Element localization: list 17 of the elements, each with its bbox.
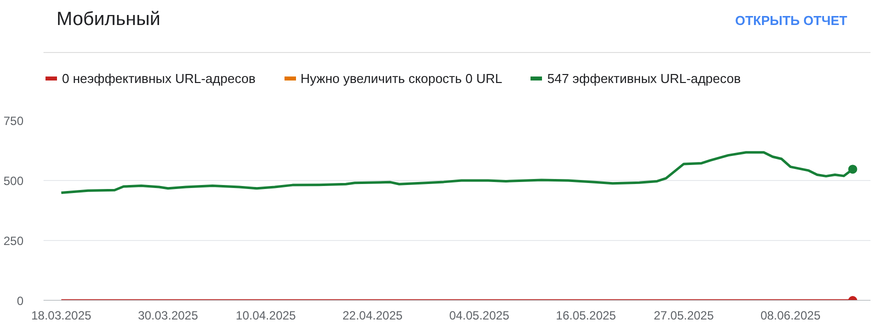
legend-label: 547 эффективных URL-адресов xyxy=(547,70,741,86)
x-tick-label: 08.06.2025 xyxy=(760,308,821,322)
text: ОТКРЫТЬ ОТЧЕТ xyxy=(735,13,848,28)
y-tick-label: 750 xyxy=(3,114,24,128)
x-tick-label: 16.05.2025 xyxy=(556,308,616,322)
legend-label: 0 неэффективных URL-адресов xyxy=(62,70,256,86)
y-tick-label: 0 xyxy=(16,294,24,308)
x-tick-label: 18.03.2025 xyxy=(31,308,92,322)
x-tick-label: 10.04.2025 xyxy=(236,308,296,322)
x-tick-label: 27.05.2025 xyxy=(654,308,714,322)
y-tick-label: 500 xyxy=(3,174,24,188)
x-tick-label: 04.05.2025 xyxy=(449,308,510,322)
chart-title: Мобильный xyxy=(56,9,160,30)
y-tick-label: 250 xyxy=(3,234,24,248)
legend-label: Нужно увеличить скорость 0 URL xyxy=(300,70,502,86)
x-tick-label: 22.04.2025 xyxy=(342,308,403,322)
x-tick-label: 30.03.2025 xyxy=(138,308,198,322)
